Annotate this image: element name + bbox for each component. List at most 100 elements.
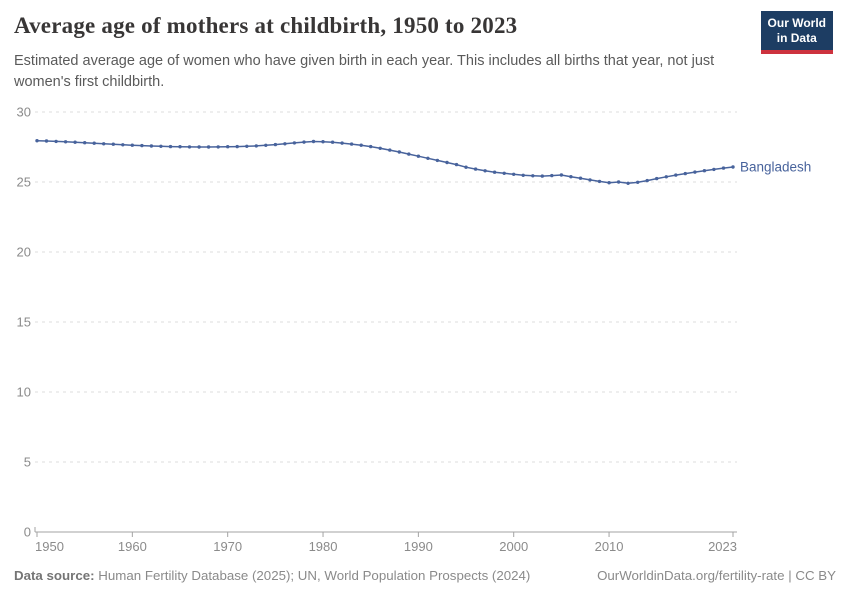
data-point[interactable] xyxy=(311,139,316,144)
data-point[interactable] xyxy=(111,142,116,146)
data-point[interactable] xyxy=(645,178,649,183)
data-point[interactable] xyxy=(206,145,211,149)
data-point[interactable] xyxy=(44,139,49,143)
data-point[interactable] xyxy=(531,174,535,178)
x-tick-label: 1970 xyxy=(213,539,242,554)
data-point[interactable] xyxy=(693,170,697,174)
data-point[interactable] xyxy=(54,139,58,144)
chart-subtitle: Estimated average age of women who have … xyxy=(14,53,715,90)
data-point[interactable] xyxy=(369,144,373,149)
x-tick-label: 1980 xyxy=(309,539,338,554)
data-point[interactable] xyxy=(702,169,707,173)
data-point[interactable] xyxy=(721,166,726,170)
data-point[interactable] xyxy=(102,142,106,146)
data-point[interactable] xyxy=(121,143,125,147)
data-point[interactable] xyxy=(283,142,287,146)
data-point[interactable] xyxy=(159,144,163,148)
y-tick-label: 15 xyxy=(17,315,31,330)
data-point[interactable] xyxy=(616,180,621,184)
data-point[interactable] xyxy=(178,145,182,149)
data-point[interactable] xyxy=(330,140,335,144)
data-point[interactable] xyxy=(197,145,201,149)
x-tick-label: 1990 xyxy=(404,539,433,554)
y-tick-label: 20 xyxy=(17,245,31,260)
data-point[interactable] xyxy=(235,144,239,149)
y-axis-tick-labels: 0 5 10 15 20 25 30 xyxy=(17,105,31,540)
data-point[interactable] xyxy=(502,171,506,175)
data-point[interactable] xyxy=(92,141,96,145)
data-point[interactable] xyxy=(540,174,544,178)
data-point[interactable] xyxy=(683,171,687,176)
data-point[interactable] xyxy=(435,158,440,163)
data-point[interactable] xyxy=(588,178,592,182)
data-point[interactable] xyxy=(559,173,564,177)
chart-footer: Data source: Human Fertility Database (2… xyxy=(14,568,836,583)
data-source-text: Human Fertility Database (2025); UN, Wor… xyxy=(94,568,531,583)
owid-logo-line1: Our World xyxy=(767,16,826,30)
credit-link[interactable]: OurWorldinData.org/fertility-rate | CC B… xyxy=(597,568,836,583)
data-point[interactable] xyxy=(302,140,306,144)
data-point[interactable] xyxy=(712,167,716,172)
data-point[interactable] xyxy=(63,140,68,144)
data-point[interactable] xyxy=(130,143,134,147)
data-point[interactable] xyxy=(597,179,602,184)
data-point[interactable] xyxy=(321,140,325,144)
data-point[interactable] xyxy=(473,167,478,171)
data-point[interactable] xyxy=(83,141,87,145)
data-point[interactable] xyxy=(454,162,459,167)
data-series-bangladesh[interactable] xyxy=(35,139,735,185)
y-tick-label: 25 xyxy=(17,175,31,190)
data-point[interactable] xyxy=(264,143,268,147)
data-point[interactable] xyxy=(445,160,449,165)
data-point[interactable] xyxy=(407,152,411,156)
data-point[interactable] xyxy=(512,172,516,176)
data-point[interactable] xyxy=(149,144,154,148)
data-point[interactable] xyxy=(73,140,77,144)
data-point[interactable] xyxy=(416,154,421,158)
data-point[interactable] xyxy=(569,175,573,179)
data-point[interactable] xyxy=(731,165,735,169)
owid-logo-line2: in Data xyxy=(776,31,817,45)
data-point[interactable] xyxy=(521,173,525,177)
data-point[interactable] xyxy=(397,150,401,154)
data-point[interactable] xyxy=(273,142,278,147)
x-tick-label: 2023 xyxy=(708,539,737,554)
data-point[interactable] xyxy=(140,143,144,148)
data-point[interactable] xyxy=(655,176,659,181)
data-point[interactable] xyxy=(607,181,611,185)
data-point[interactable] xyxy=(426,156,430,160)
series-name-label[interactable]: Bangladesh xyxy=(740,160,811,175)
data-point[interactable] xyxy=(168,144,173,149)
data-point[interactable] xyxy=(216,145,220,149)
data-point[interactable] xyxy=(578,176,583,180)
data-source-label: Data source: xyxy=(14,568,95,583)
data-point[interactable] xyxy=(378,146,382,150)
data-source-note: Data source: Human Fertility Database (2… xyxy=(14,568,530,583)
data-point[interactable] xyxy=(254,144,258,148)
data-point[interactable] xyxy=(626,181,630,185)
data-point[interactable] xyxy=(492,170,497,174)
data-point[interactable] xyxy=(483,169,487,173)
data-point[interactable] xyxy=(292,141,297,145)
data-point[interactable] xyxy=(245,144,249,148)
data-point[interactable] xyxy=(550,173,554,178)
data-point[interactable] xyxy=(35,139,39,143)
data-point[interactable] xyxy=(187,145,192,149)
y-tick-label: 10 xyxy=(17,385,31,400)
data-point[interactable] xyxy=(388,148,392,152)
data-point[interactable] xyxy=(464,165,468,169)
data-point[interactable] xyxy=(340,141,344,145)
data-point[interactable] xyxy=(636,180,640,184)
page-title: Average age of mothers at childbirth, 19… xyxy=(14,13,518,38)
data-point[interactable] xyxy=(664,175,668,179)
data-point[interactable] xyxy=(226,145,230,149)
data-point[interactable] xyxy=(674,173,678,177)
data-point[interactable] xyxy=(349,142,354,146)
owid-logo[interactable]: Our World in Data xyxy=(760,11,833,54)
data-point[interactable] xyxy=(359,143,363,147)
x-tick-label: 2000 xyxy=(499,539,528,554)
series-end-label[interactable]: Bangladesh xyxy=(740,160,811,175)
x-tick-label: 2010 xyxy=(595,539,624,554)
x-axis: 1950 1960 1970 1980 1990 2000 2010 2023 xyxy=(34,527,737,554)
